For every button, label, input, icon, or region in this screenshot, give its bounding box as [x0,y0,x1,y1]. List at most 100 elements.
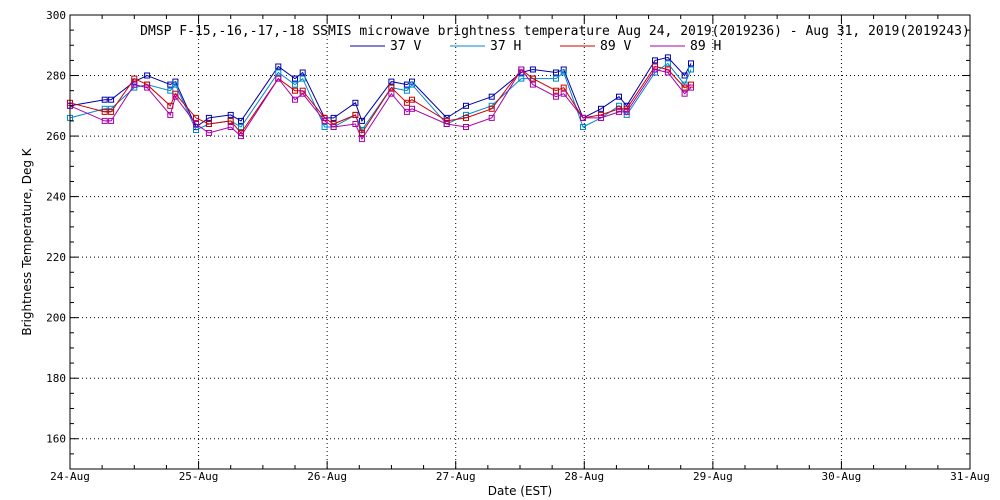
data-point [292,87,298,94]
data-point [623,108,630,115]
legend-label: 37 V [390,39,421,54]
data-point [321,117,328,124]
axis-tick-labels: 160 180 200 220 240 260 280 300 24-Aug 25-Aug 26-A… [46,9,990,483]
data-point [101,108,108,115]
data-point [193,121,199,127]
data-point [518,66,525,73]
axis-ticks [69,14,971,470]
y-tick-label: 300 [46,9,66,22]
data-point [443,117,450,124]
y-tick-label: 260 [46,130,66,143]
data-point [529,75,536,82]
data-point [292,96,298,103]
x-tick-label: 25-Aug [179,470,219,483]
x-tick-label: 24-Aug [50,470,90,483]
data-point [598,105,604,112]
data-point [681,72,688,79]
data-point [275,75,282,82]
legend: 37 V 37 H 89 V 89 H [350,39,721,54]
data-point [101,96,108,103]
data-point [553,87,559,94]
y-axis-label: Brightness Temperature, Deg K [20,147,34,335]
data-point [299,75,306,82]
data-point [193,127,199,133]
data-point [388,84,395,91]
data-point [598,114,604,121]
data-point [652,66,658,73]
data-point [529,81,536,88]
data-point [238,117,244,124]
data-point [108,96,115,103]
data-point [553,93,559,100]
x-tick-label: 28-Aug [564,470,604,483]
legend-label: 89 H [690,39,721,54]
data-point [560,90,567,97]
data-point [292,75,298,82]
data-point [409,81,415,88]
data-point [529,66,536,73]
data-point [664,69,671,76]
data-point [688,66,694,73]
data-point [205,114,212,121]
data-point [101,105,108,112]
x-tick-label: 26-Aug [307,470,347,483]
data-point [388,90,395,97]
data-point [688,60,694,67]
y-tick-label: 200 [46,312,66,325]
data-point [275,63,282,70]
x-tick-label: 27-Aug [436,470,476,483]
data-point [144,84,151,91]
data-point [463,114,469,121]
data-point [664,60,671,67]
y-tick-label: 180 [46,372,66,385]
data-point [616,93,622,100]
data-point [409,105,415,112]
data-point [616,105,622,112]
data-point [553,69,559,76]
y-tick-label: 160 [46,433,66,446]
data-point [409,96,415,103]
data-point [352,121,359,127]
data-point [299,69,306,76]
data-point [403,108,410,115]
data-point [388,78,395,85]
data-point [144,72,151,79]
data-point [131,75,138,82]
data-point [299,90,306,97]
data-point [488,105,495,112]
legend-label: 37 H [490,39,521,54]
data-point [443,121,450,127]
x-tick-label: 29-Aug [693,470,733,483]
data-point [227,124,234,130]
data-point [580,114,586,121]
chart-title: DMSP F-15,-16,-17,-18 SSMIS microwave br… [140,24,970,39]
data-point [352,111,359,118]
data-point [321,124,328,130]
data-point [108,108,115,115]
data-point [292,81,298,88]
data-point [560,69,567,76]
y-tick-label: 240 [46,191,66,204]
data-point [681,90,688,97]
data-point [553,75,559,82]
data-point [330,114,337,121]
data-point [652,57,658,64]
data-point [172,93,179,100]
series-89-h [67,66,694,143]
data-point [518,75,525,82]
data-point [681,84,688,91]
data-point [403,87,410,94]
data-point [227,111,234,118]
data-point [275,69,282,76]
data-point [488,114,495,121]
data-point [131,81,138,88]
x-tick-label: 31-Aug [950,470,990,483]
series-lines [67,54,694,143]
legend-label: 89 V [600,39,631,54]
x-tick-label: 30-Aug [822,470,862,483]
data-point [167,111,174,118]
x-axis-label: Date (EST) [488,484,552,498]
data-point [463,102,469,109]
data-point [101,117,108,124]
